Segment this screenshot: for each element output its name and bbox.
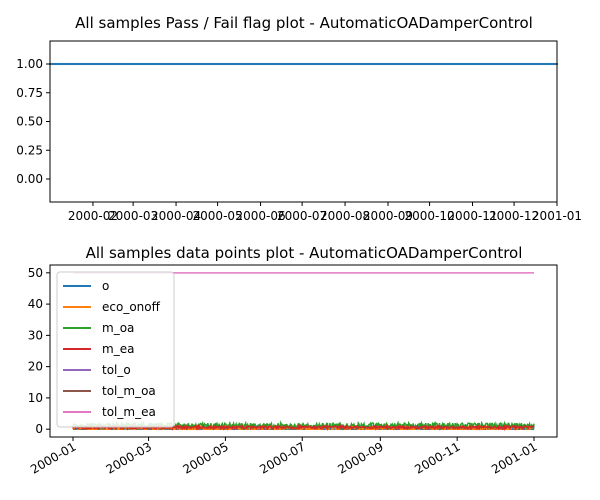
chart2-x-tick-label: 2000-09 xyxy=(335,439,385,476)
chart1-x-tick-label: 2000-11 xyxy=(447,209,497,223)
chart2-x-tick-label: 2000-07 xyxy=(257,439,307,476)
chart2-frame xyxy=(49,264,558,438)
chart1-x-tick-label: 2000-09 xyxy=(363,209,413,223)
chart1-frame xyxy=(49,40,558,203)
chart2-x-tick-label: 2000-03 xyxy=(104,439,154,476)
chart2-y-tick-label: 30 xyxy=(28,328,43,342)
chart1-y-tick-label: 0.00 xyxy=(16,172,43,186)
chart1-x-tick-label: 2000-05 xyxy=(193,209,243,223)
legend-label: m_oa xyxy=(102,321,134,335)
chart2-series-m_ea xyxy=(72,423,535,432)
legend-label: eco_onoff xyxy=(102,300,161,314)
chart2-legend-box xyxy=(56,271,175,428)
chart1-x-tick-label: 2000-07 xyxy=(277,209,327,223)
chart2-x-tick-label: 2001-01 xyxy=(489,439,539,476)
chart2-x-tick-label: 2000-05 xyxy=(180,439,230,476)
chart2-y-tick-label: 50 xyxy=(28,266,43,280)
chart2-y-tick-label: 20 xyxy=(28,360,43,374)
legend-label: tol_m_ea xyxy=(102,405,156,419)
chart1-y-tick-label: 0.25 xyxy=(16,143,43,157)
chart1-x-tick-label: 2000-02 xyxy=(68,209,118,223)
chart1-x-tick-label: 2000-10 xyxy=(404,209,454,223)
chart1-x-tick-label: 2000-06 xyxy=(235,209,285,223)
chart2-y-tick-label: 40 xyxy=(28,297,43,311)
chart1-title: All samples Pass / Fail flag plot - Auto… xyxy=(75,14,533,32)
chart1-x-tick-label: 2000-08 xyxy=(320,209,370,223)
chart2-x-axis: 2000-01 2000-03 2000-05 2000-07 2000-09 2000-… xyxy=(28,437,540,477)
legend-label: o xyxy=(102,279,109,293)
chart1-x-tick-label: 2000-12 xyxy=(489,209,539,223)
chart1-x-tick-label: 2001-01 xyxy=(532,209,582,223)
chart1-x-tick-label: 2000-04 xyxy=(151,209,201,223)
legend-label: m_ea xyxy=(102,342,134,356)
chart1-y-axis: 0.00 0.25 0.50 0.75 1.00 xyxy=(16,57,50,186)
chart1-y-tick-label: 0.50 xyxy=(16,115,43,129)
chart1-y-tick-label: 0.75 xyxy=(16,86,43,100)
chart2-y-tick-label: 0 xyxy=(35,422,43,436)
chart2-y-axis: 0 10 20 30 40 50 xyxy=(28,266,50,436)
chart2-y-tick-label: 10 xyxy=(28,391,43,405)
chart1-x-tick-label: 2000-03 xyxy=(108,209,158,223)
legend-label: tol_o xyxy=(102,363,131,377)
legend-label: tol_m_oa xyxy=(102,384,156,398)
chart1-y-tick-label: 1.00 xyxy=(16,57,43,71)
chart1-plot-area xyxy=(48,62,559,66)
chart2-x-tick-label: 2000-11 xyxy=(412,439,462,476)
chart2-title: All samples data points plot - Automatic… xyxy=(86,244,523,262)
chart2-legend: o eco_onoff m_oa m_ea tol_o tol_m_oa tol_m_ea xyxy=(56,271,175,428)
chart1-x-axis: 2000-022000-032000-042000-052000-062000-… xyxy=(68,202,582,223)
chart2-x-tick-label: 2000-01 xyxy=(28,439,78,476)
